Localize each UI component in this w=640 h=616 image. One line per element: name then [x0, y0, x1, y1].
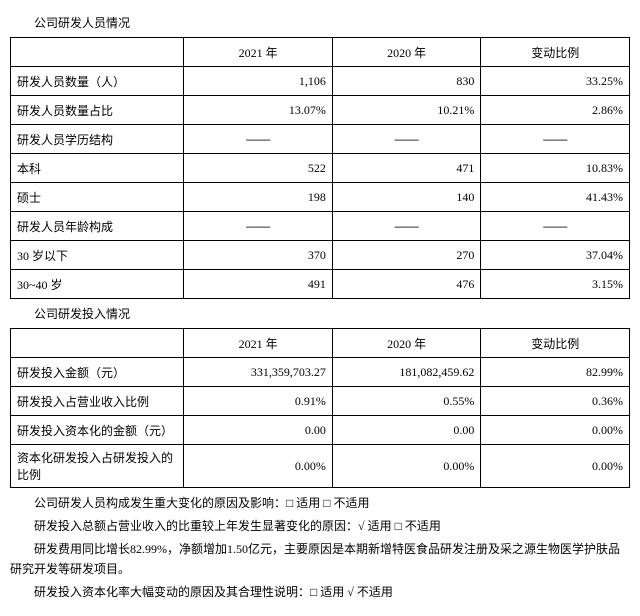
header-blank	[11, 329, 184, 358]
table-row: 研发人员年龄构成——————	[11, 212, 630, 241]
row-label: 研发投入占营业收入比例	[11, 387, 184, 416]
cell-value: ——	[481, 212, 630, 241]
cell-value: 0.00%	[184, 445, 333, 488]
cell-value: ——	[184, 212, 333, 241]
cell-value: 82.99%	[481, 358, 630, 387]
table-row: 资本化研发投入占研发投入的比例0.00%0.00%0.00%	[11, 445, 630, 488]
note-expense-growth: 研发费用同比增长82.99%，净额增加1.50亿元，主要原因是本期新增特医食品研…	[10, 540, 630, 578]
cell-value: ——	[332, 212, 481, 241]
cell-value: 476	[332, 270, 481, 299]
row-label: 研发人员数量占比	[11, 96, 184, 125]
table-header-row: 2021 年 2020 年 变动比例	[11, 38, 630, 67]
cell-value: 522	[184, 154, 333, 183]
cell-value: 10.83%	[481, 154, 630, 183]
cell-value: ——	[332, 125, 481, 154]
cell-value: 491	[184, 270, 333, 299]
table-header-row: 2021 年 2020 年 变动比例	[11, 329, 630, 358]
cell-value: 370	[184, 241, 333, 270]
table-row: 研发人员学历结构——————	[11, 125, 630, 154]
table-row: 研发投入占营业收入比例0.91%0.55%0.36%	[11, 387, 630, 416]
cell-value: 471	[332, 154, 481, 183]
header-change: 变动比例	[481, 38, 630, 67]
row-label: 研发人员年龄构成	[11, 212, 184, 241]
table-row: 研发人员数量占比13.07%10.21%2.86%	[11, 96, 630, 125]
cell-value: 1,106	[184, 67, 333, 96]
cell-value: 13.07%	[184, 96, 333, 125]
row-label: 研发投入资本化的金额（元）	[11, 416, 184, 445]
row-label: 30 岁以下	[11, 241, 184, 270]
section1-title: 公司研发人员情况	[10, 14, 630, 31]
header-2020: 2020 年	[332, 38, 481, 67]
cell-value: 0.55%	[332, 387, 481, 416]
table-row: 研发人员数量（人）1,10683033.25%	[11, 67, 630, 96]
table-row: 30 岁以下37027037.04%	[11, 241, 630, 270]
table-row: 30~40 岁4914763.15%	[11, 270, 630, 299]
cell-value: ——	[184, 125, 333, 154]
cell-value: 2.86%	[481, 96, 630, 125]
row-label: 30~40 岁	[11, 270, 184, 299]
header-blank	[11, 38, 184, 67]
cell-value: 33.25%	[481, 67, 630, 96]
cell-value: 37.04%	[481, 241, 630, 270]
personnel-table: 2021 年 2020 年 变动比例 研发人员数量（人）1,10683033.2…	[10, 37, 630, 299]
cell-value: 10.21%	[332, 96, 481, 125]
cell-value: 830	[332, 67, 481, 96]
row-label: 研发人员数量（人）	[11, 67, 184, 96]
row-label: 硕士	[11, 183, 184, 212]
header-2021: 2021 年	[184, 329, 333, 358]
note-personnel-change: 公司研发人员构成发生重大变化的原因及影响：□ 适用 □ 不适用	[10, 494, 630, 513]
row-label: 研发投入金额（元）	[11, 358, 184, 387]
table-row: 研发投入金额（元）331,359,703.27181,082,459.6282.…	[11, 358, 630, 387]
table-row: 研发投入资本化的金额（元）0.000.000.00%	[11, 416, 630, 445]
header-2020: 2020 年	[332, 329, 481, 358]
header-2021: 2021 年	[184, 38, 333, 67]
cell-value: 270	[332, 241, 481, 270]
row-label: 研发人员学历结构	[11, 125, 184, 154]
cell-value: 0.00%	[481, 416, 630, 445]
cell-value: 0.36%	[481, 387, 630, 416]
section2-title: 公司研发投入情况	[10, 305, 630, 322]
header-change: 变动比例	[481, 329, 630, 358]
row-label: 本科	[11, 154, 184, 183]
table-row: 硕士19814041.43%	[11, 183, 630, 212]
investment-table: 2021 年 2020 年 变动比例 研发投入金额（元）331,359,703.…	[10, 328, 630, 488]
cell-value: 140	[332, 183, 481, 212]
cell-value: 0.00	[332, 416, 481, 445]
cell-value: 0.00	[184, 416, 333, 445]
cell-value: 331,359,703.27	[184, 358, 333, 387]
table-row: 本科52247110.83%	[11, 154, 630, 183]
note-capitalization: 研发投入资本化率大幅变动的原因及其合理性说明：□ 适用 √ 不适用	[10, 583, 630, 602]
cell-value: 0.91%	[184, 387, 333, 416]
cell-value: 198	[184, 183, 333, 212]
cell-value: 3.15%	[481, 270, 630, 299]
cell-value: 0.00%	[481, 445, 630, 488]
note-revenue-ratio: 研发投入总额占营业收入的比重较上年发生显著变化的原因：√ 适用 □ 不适用	[10, 517, 630, 536]
cell-value: ——	[481, 125, 630, 154]
cell-value: 0.00%	[332, 445, 481, 488]
cell-value: 41.43%	[481, 183, 630, 212]
row-label: 资本化研发投入占研发投入的比例	[11, 445, 184, 488]
cell-value: 181,082,459.62	[332, 358, 481, 387]
